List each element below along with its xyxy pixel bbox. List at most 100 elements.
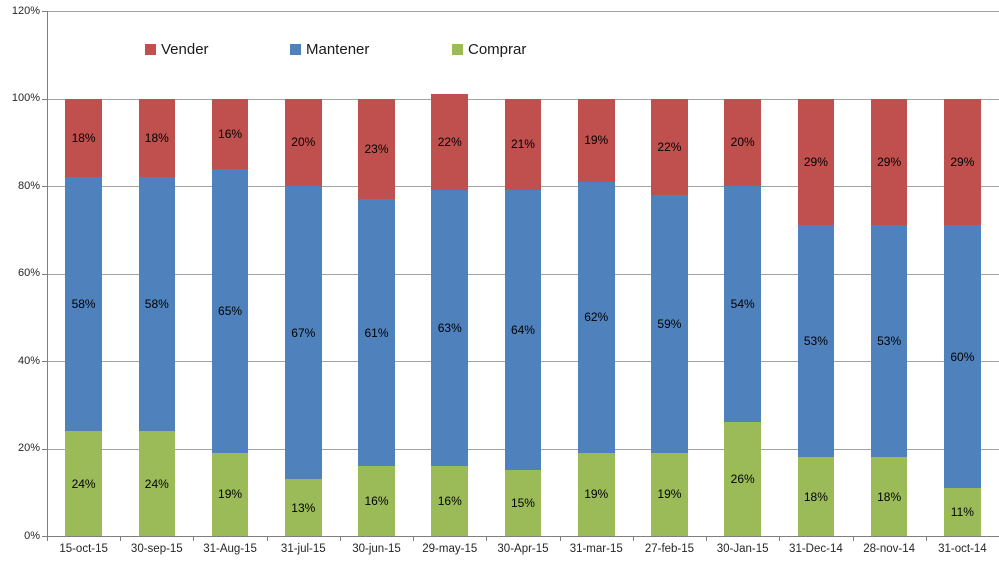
plot-area: 18% 58% 24% 15-oct-15 18% 58% 24% 30-sep-15 16% 6…	[42, 11, 999, 555]
bar-segment-comprar: 16%	[358, 466, 395, 536]
stacked-bar: 20% 54% 26%	[724, 98, 761, 536]
data-label-mantener: 61%	[364, 325, 389, 340]
legend-swatch-mantener	[290, 44, 301, 55]
stacked-bar: 18% 58% 24%	[138, 98, 176, 536]
bar-segment-mantener: 59%	[651, 194, 688, 453]
data-label-mantener: 63%	[437, 321, 462, 336]
stacked-bar: 23% 61% 16%	[358, 98, 395, 536]
y-axis-tick-label: 40%	[17, 354, 40, 367]
data-label-vender: 18%	[71, 130, 96, 145]
data-label-vender: 20%	[291, 135, 316, 150]
y-axis-tick	[42, 361, 47, 362]
bar-segment-comprar: 18%	[870, 457, 908, 536]
bar-segment-comprar: 15%	[504, 470, 542, 536]
x-axis-category-label: 31-mar-15	[569, 543, 623, 555]
data-label-mantener: 67%	[291, 325, 316, 340]
x-axis-tick	[120, 536, 122, 541]
data-label-mantener: 64%	[510, 323, 535, 338]
legend-item-mantener: Mantener	[290, 41, 369, 58]
bar-segment-comprar: 13%	[284, 479, 322, 536]
stacked-bar: 19% 62% 19%	[577, 98, 615, 536]
data-label-comprar: 16%	[437, 494, 462, 508]
x-axis-category-label: 31-jul-15	[280, 543, 326, 555]
bar-segment-vender: 20%	[724, 98, 761, 186]
y-axis-tick	[42, 186, 47, 187]
bar-segment-mantener: 61%	[358, 199, 395, 466]
data-label-mantener: 59%	[657, 316, 682, 331]
bar-segment-vender: 18%	[138, 98, 176, 178]
stacked-bar: 18% 58% 24%	[65, 98, 102, 536]
bar-segment-vender: 29%	[797, 98, 835, 226]
y-axis-tick-label: 0%	[24, 529, 40, 542]
data-label-mantener: 53%	[803, 334, 828, 349]
bar-segment-comprar: 18%	[797, 457, 835, 536]
x-axis-tick	[266, 536, 268, 541]
x-axis-tick	[486, 536, 488, 541]
y-axis-tick-label: 20%	[17, 442, 40, 454]
bar-segment-mantener: 67%	[284, 186, 322, 480]
bar-segment-vender: 23%	[358, 98, 395, 200]
x-axis-category-label: 30-jun-15	[352, 543, 401, 555]
data-label-vender: 29%	[803, 154, 828, 169]
data-label-vender: 29%	[950, 154, 975, 169]
data-label-vender: 29%	[877, 154, 902, 169]
stacked-bar: 29% 53% 18%	[797, 98, 835, 536]
legend-item-vender: Vender	[145, 41, 209, 58]
x-axis-category-label: 30-Apr-15	[497, 543, 549, 555]
x-axis-category-label: 31-Dec-14	[789, 543, 843, 555]
bar-segment-comprar: 11%	[944, 487, 981, 536]
x-axis-category-label: 15-oct-15	[59, 543, 108, 555]
x-axis-category-label: 30-Jan-15	[716, 543, 769, 555]
stacked-bar: 22% 63% 16%	[431, 94, 469, 536]
bar-segment-vender: 16%	[211, 98, 249, 169]
bar-segment-comprar: 19%	[651, 452, 688, 536]
y-axis-tick-label: 80%	[17, 179, 40, 192]
data-label-mantener: 58%	[71, 297, 96, 312]
bar-segment-vender: 20%	[284, 98, 322, 186]
bar-segment-vender: 21%	[504, 98, 542, 191]
data-label-vender: 23%	[364, 141, 389, 156]
x-axis-tick	[339, 536, 341, 541]
y-axis-tick	[42, 11, 47, 12]
data-label-comprar: 19%	[218, 487, 243, 502]
y-axis-tick-label: 120%	[11, 4, 40, 17]
bar-segment-comprar: 24%	[138, 431, 176, 536]
x-axis-category-label: 27-feb-15	[644, 543, 695, 555]
legend-label-mantener: Mantener	[306, 41, 370, 58]
data-label-vender: 18%	[144, 130, 169, 145]
data-label-mantener: 58%	[144, 297, 169, 312]
bar-segment-vender: 29%	[944, 98, 981, 226]
bar-segment-vender: 22%	[431, 94, 469, 191]
x-axis-tick	[559, 536, 561, 541]
data-label-comprar: 26%	[730, 472, 755, 487]
bar-segment-mantener: 58%	[138, 177, 176, 431]
legend-label-vender: Vender	[161, 41, 209, 58]
y-axis-tick-label: 100%	[11, 92, 40, 104]
data-label-vender: 20%	[730, 135, 755, 150]
stacked-bar: 21% 64% 15%	[504, 98, 542, 536]
legend-swatch-comprar	[452, 44, 463, 55]
data-label-mantener: 53%	[877, 334, 902, 349]
y-axis-line	[47, 11, 48, 537]
data-label-mantener: 54%	[730, 297, 755, 312]
x-axis-tick	[47, 536, 48, 541]
x-axis-category-label: 30-sep-15	[130, 543, 183, 555]
bar-segment-mantener: 53%	[870, 225, 908, 458]
bar-segment-comprar: 16%	[431, 466, 469, 536]
bar-segment-mantener: 65%	[211, 168, 249, 453]
x-axis-tick	[706, 536, 708, 541]
data-label-comprar: 11%	[950, 504, 974, 519]
bar-segment-mantener: 54%	[724, 186, 761, 423]
x-axis-tick	[632, 536, 634, 541]
gridline	[47, 11, 999, 12]
data-label-comprar: 18%	[877, 489, 902, 504]
data-label-comprar: 13%	[291, 500, 316, 515]
data-label-vender: 16%	[218, 126, 243, 141]
data-label-comprar: 19%	[584, 487, 609, 502]
stacked-bar: 20% 67% 13%	[284, 98, 322, 536]
y-axis-tick	[42, 98, 47, 100]
data-label-vender: 19%	[584, 133, 609, 148]
x-axis-category-label: 31-Aug-15	[203, 543, 257, 555]
bar-segment-vender: 22%	[651, 98, 688, 195]
